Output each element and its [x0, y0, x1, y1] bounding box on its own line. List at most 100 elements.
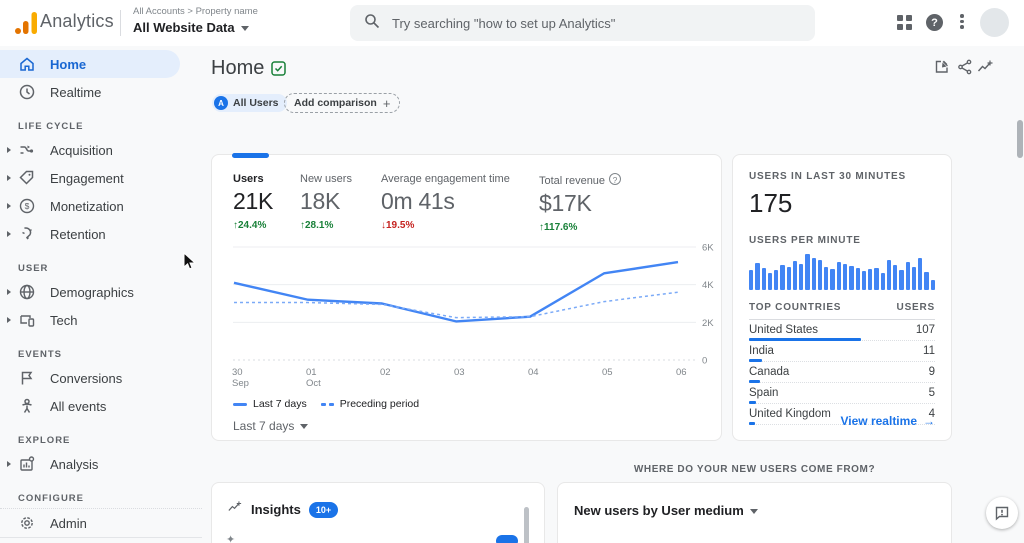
expand-arrow-icon[interactable]: [7, 147, 11, 153]
customize-dashboard-icon[interactable]: [934, 59, 950, 80]
breadcrumb[interactable]: All Accounts > Property name: [133, 6, 258, 17]
dashed-line-swatch: [320, 402, 334, 406]
new-users-dropdown[interactable]: New users by User medium: [574, 503, 758, 518]
search-icon: [364, 13, 380, 34]
sidebar-section-user: USER: [18, 263, 49, 274]
more-menu-icon[interactable]: [960, 14, 964, 29]
chevron-down-icon: [749, 509, 758, 515]
view-realtime-link[interactable]: View realtime →: [840, 414, 936, 428]
divider: [0, 537, 202, 538]
metric-users[interactable]: Users 21K ↑24.4%: [233, 173, 274, 231]
svg-text:$: $: [25, 201, 30, 211]
doc-check-icon[interactable]: [270, 60, 287, 82]
search-input[interactable]: Try searching "how to set up Analytics": [350, 5, 815, 41]
new-users-section-label: WHERE DO YOUR NEW USERS COME FROM?: [633, 464, 876, 475]
realtime-users-value: 175: [749, 188, 793, 218]
table-row[interactable]: India 11: [749, 341, 935, 362]
sidebar-item-all-events[interactable]: All events: [0, 392, 202, 420]
sidebar-item-home[interactable]: Home: [0, 50, 180, 78]
clock-icon: [18, 83, 36, 101]
insights-icon: [227, 500, 243, 519]
metric-avg-engagement-time[interactable]: Average engagement time 0m 41s ↓19.5%: [381, 173, 510, 231]
realtime-title: USERS IN LAST 30 MINUTES: [749, 171, 906, 182]
country-share-bar: [749, 401, 757, 404]
expand-arrow-icon[interactable]: [7, 289, 11, 295]
insights-icon[interactable]: [977, 59, 994, 80]
svg-text:6K: 6K: [702, 243, 714, 254]
sidebar-item-realtime[interactable]: Realtime: [0, 78, 202, 106]
avatar[interactable]: [980, 8, 1009, 37]
sidebar-item-monetization[interactable]: $ Monetization: [0, 192, 202, 220]
sidebar-item-acquisition[interactable]: Acquisition: [0, 136, 202, 164]
home-icon: [18, 55, 36, 73]
metric-total-revenue[interactable]: Total revenue? $17K ↑117.6%: [539, 173, 622, 233]
help-icon[interactable]: ?: [609, 173, 622, 185]
segment-badge: A: [214, 96, 228, 110]
expand-arrow-icon[interactable]: [7, 175, 11, 181]
table-row[interactable]: United States 107: [749, 320, 935, 341]
sidebar-item-analysis[interactable]: Analysis: [0, 450, 202, 478]
sidebar-item-retention[interactable]: Retention: [0, 220, 202, 248]
sidebar-item-tech[interactable]: Tech: [0, 306, 202, 334]
expand-arrow-icon[interactable]: [7, 317, 11, 323]
date-range-selector[interactable]: Last 7 days: [233, 419, 309, 433]
mouse-cursor: [183, 252, 196, 270]
country-share-bar: [749, 359, 763, 362]
analytics-logo-icon[interactable]: [13, 10, 39, 41]
trend-arrow-icon: ↑: [539, 222, 544, 233]
arrow-right-icon: →: [923, 414, 935, 428]
apps-grid-icon[interactable]: [897, 15, 912, 35]
feedback-button[interactable]: [986, 497, 1018, 529]
solid-line-swatch: [233, 402, 247, 406]
trend-arrow-icon: ↑: [300, 220, 305, 231]
sidebar-section-events: EVENTS: [18, 349, 63, 360]
table-row[interactable]: Spain 5: [749, 383, 935, 404]
table-row[interactable]: United Kingdom 4: [749, 404, 935, 425]
add-comparison-button[interactable]: Add comparison +: [284, 93, 401, 113]
users-per-minute-bar-chart[interactable]: [749, 254, 935, 290]
chevron-down-icon: [240, 26, 249, 32]
sidebar-item-engagement[interactable]: Engagement: [0, 164, 202, 192]
page-scrollbar[interactable]: [1017, 120, 1023, 158]
active-tab-indicator: [232, 153, 269, 158]
divider: [0, 508, 202, 509]
sidebar-item-demographics[interactable]: Demographics: [0, 278, 202, 306]
new-users-card: New users by User medium: [557, 482, 952, 543]
gear-icon: [18, 514, 36, 532]
users-line-chart[interactable]: 0 2K 4K 6K: [212, 241, 723, 367]
card-scrollbar[interactable]: [524, 507, 529, 543]
help-icon[interactable]: ?: [926, 14, 943, 31]
acquisition-icon: [18, 141, 36, 159]
insight-pill[interactable]: [496, 535, 518, 543]
top-countries-header: TOP COUNTRIES USERS: [749, 302, 935, 320]
share-icon[interactable]: [957, 59, 973, 80]
expand-arrow-icon[interactable]: [7, 461, 11, 467]
trend-arrow-icon: ↓: [381, 220, 386, 231]
insights-card: Insights 10+ ✦: [211, 482, 545, 543]
expand-arrow-icon[interactable]: [7, 203, 11, 209]
sidebar: Home Realtime LIFE CYCLE Acquisition Eng…: [0, 46, 202, 543]
users-per-minute-label: USERS PER MINUTE: [749, 235, 861, 246]
flag-icon: [18, 369, 36, 387]
all-users-chip[interactable]: A All Users: [212, 94, 287, 112]
chevron-down-icon: [300, 424, 309, 430]
sidebar-item-admin[interactable]: Admin: [0, 509, 202, 537]
divider: [120, 10, 121, 36]
globe-icon: [18, 283, 36, 301]
expand-arrow-icon[interactable]: [7, 231, 11, 237]
chart-legend: Last 7 days Preceding period: [233, 398, 419, 410]
metric-new-users[interactable]: New users 18K ↑28.1%: [300, 173, 352, 231]
analysis-icon: [18, 455, 36, 473]
sidebar-section-explore: EXPLORE: [18, 435, 71, 446]
insights-title: Insights: [251, 502, 301, 517]
table-row[interactable]: Canada 9: [749, 362, 935, 383]
sidebar-item-conversions[interactable]: Conversions: [0, 364, 202, 392]
realtime-card: USERS IN LAST 30 MINUTES 175 USERS PER M…: [732, 154, 952, 441]
svg-text:2K: 2K: [702, 318, 714, 329]
sidebar-section-lifecycle: LIFE CYCLE: [18, 121, 84, 132]
sparkle-icon: ✦: [226, 534, 236, 543]
property-selector[interactable]: All Website Data: [133, 20, 249, 35]
topbar: Analytics All Accounts > Property name A…: [0, 0, 1024, 46]
insights-count-badge[interactable]: 10+: [308, 501, 339, 518]
